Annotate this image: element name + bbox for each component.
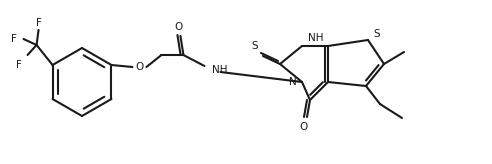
Text: F: F bbox=[11, 34, 17, 44]
Text: NH: NH bbox=[213, 65, 228, 75]
Text: S: S bbox=[252, 41, 258, 51]
Text: S: S bbox=[373, 29, 380, 39]
Text: F: F bbox=[16, 60, 22, 70]
Text: O: O bbox=[300, 122, 308, 132]
Text: O: O bbox=[174, 22, 183, 32]
Text: O: O bbox=[135, 62, 144, 72]
Text: F: F bbox=[35, 18, 41, 28]
Text: NH: NH bbox=[308, 33, 324, 43]
Text: N: N bbox=[289, 77, 297, 87]
